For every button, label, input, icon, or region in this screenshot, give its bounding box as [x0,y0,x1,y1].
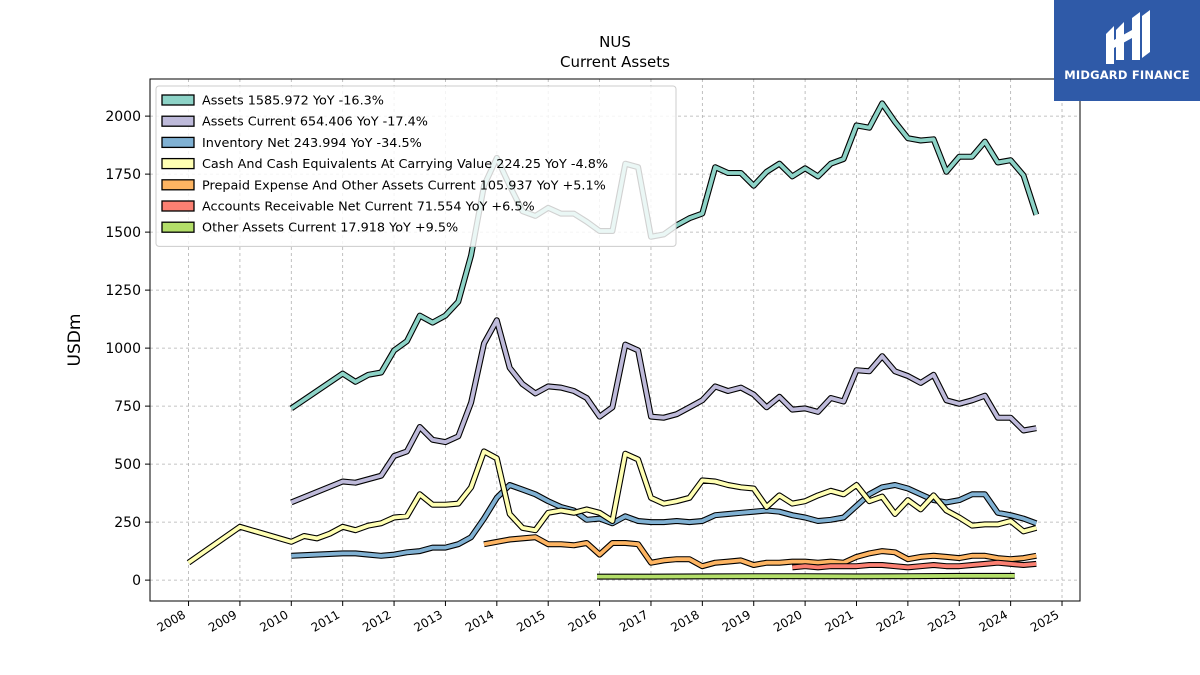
x-tick-label: 2012 [360,607,393,634]
x-tick-label: 2008 [155,607,188,634]
series-outline-4 [483,534,1037,570]
series-line-5 [792,560,1037,570]
legend-swatch [161,136,195,149]
x-tick-label: 2020 [771,607,804,634]
x-tick-label: 2024 [977,607,1010,634]
chart-subtitle: Current Assets [560,53,670,71]
x-tick-label: 2014 [463,607,496,634]
legend-label: Prepaid Expense And Other Assets Current… [202,178,606,193]
y-tick-label: 1000 [105,341,141,357]
series-line-6 [597,574,1015,579]
series-line-2 [291,483,1037,558]
legend-label: Cash And Cash Equivalents At Carrying Va… [202,157,608,172]
y-axis-label: USDm [65,314,85,367]
x-tick-label: 2017 [617,607,650,634]
x-tick-label: 2023 [925,607,958,634]
series-line-4 [483,535,1037,569]
brand-logo: MIDGARD FINANCE [1054,0,1200,101]
y-tick-label: 500 [114,457,141,473]
y-tick-label: 1500 [105,225,141,241]
legend-box [155,85,677,247]
plot-frame [149,78,1081,602]
x-tick-label: 2018 [668,607,701,634]
y-tick-label: 1250 [105,283,141,299]
legend-swatch [161,115,195,127]
legend-swatch [161,200,195,212]
y-tick-label: 2000 [105,109,141,125]
y-tick-label: 1750 [105,167,141,183]
series-layer [186,100,1040,580]
chart-title: NUS [599,33,631,51]
legend-label: Accounts Receivable Net Current 71.554 Y… [202,200,535,215]
series-line-3 [187,449,1037,565]
legend-swatch [161,157,195,170]
y-tick-label: 750 [114,399,141,415]
legend-label: Other Assets Current 17.918 YoY +9.5% [202,221,458,236]
series-line-1 [290,318,1037,505]
series-line-0 [290,101,1039,410]
x-tick-label: 2022 [874,607,907,634]
legend: Assets 1585.972 YoY -16.3% Assets Current… [155,85,677,247]
x-tick-label: 2009 [206,607,239,634]
legend-label: Assets Current 654.406 YoY -17.4% [202,115,428,130]
legend-swatch [161,94,195,106]
x-tick-label: 2013 [411,607,444,634]
x-tick-label: 2021 [823,607,856,634]
legend-swatch [161,179,195,191]
legend-label: Inventory Net 243.994 YoY -34.5% [202,136,422,151]
legend-swatch [161,221,195,233]
x-tick-label: 2025 [1028,607,1061,634]
x-tick-label: 2010 [257,607,290,634]
y-tick-label: 250 [114,515,141,531]
y-tick-label: 0 [132,573,141,589]
x-tick-label: 2015 [514,607,547,634]
x-tick-label: 2011 [309,607,342,634]
brand-mark-icon [1106,10,1150,64]
x-tick-label: 2016 [566,607,599,634]
brand-name: MIDGARD FINANCE [1064,68,1190,82]
x-tick-label: 2019 [720,607,753,634]
legend-label: Assets 1585.972 YoY -16.3% [202,94,384,109]
